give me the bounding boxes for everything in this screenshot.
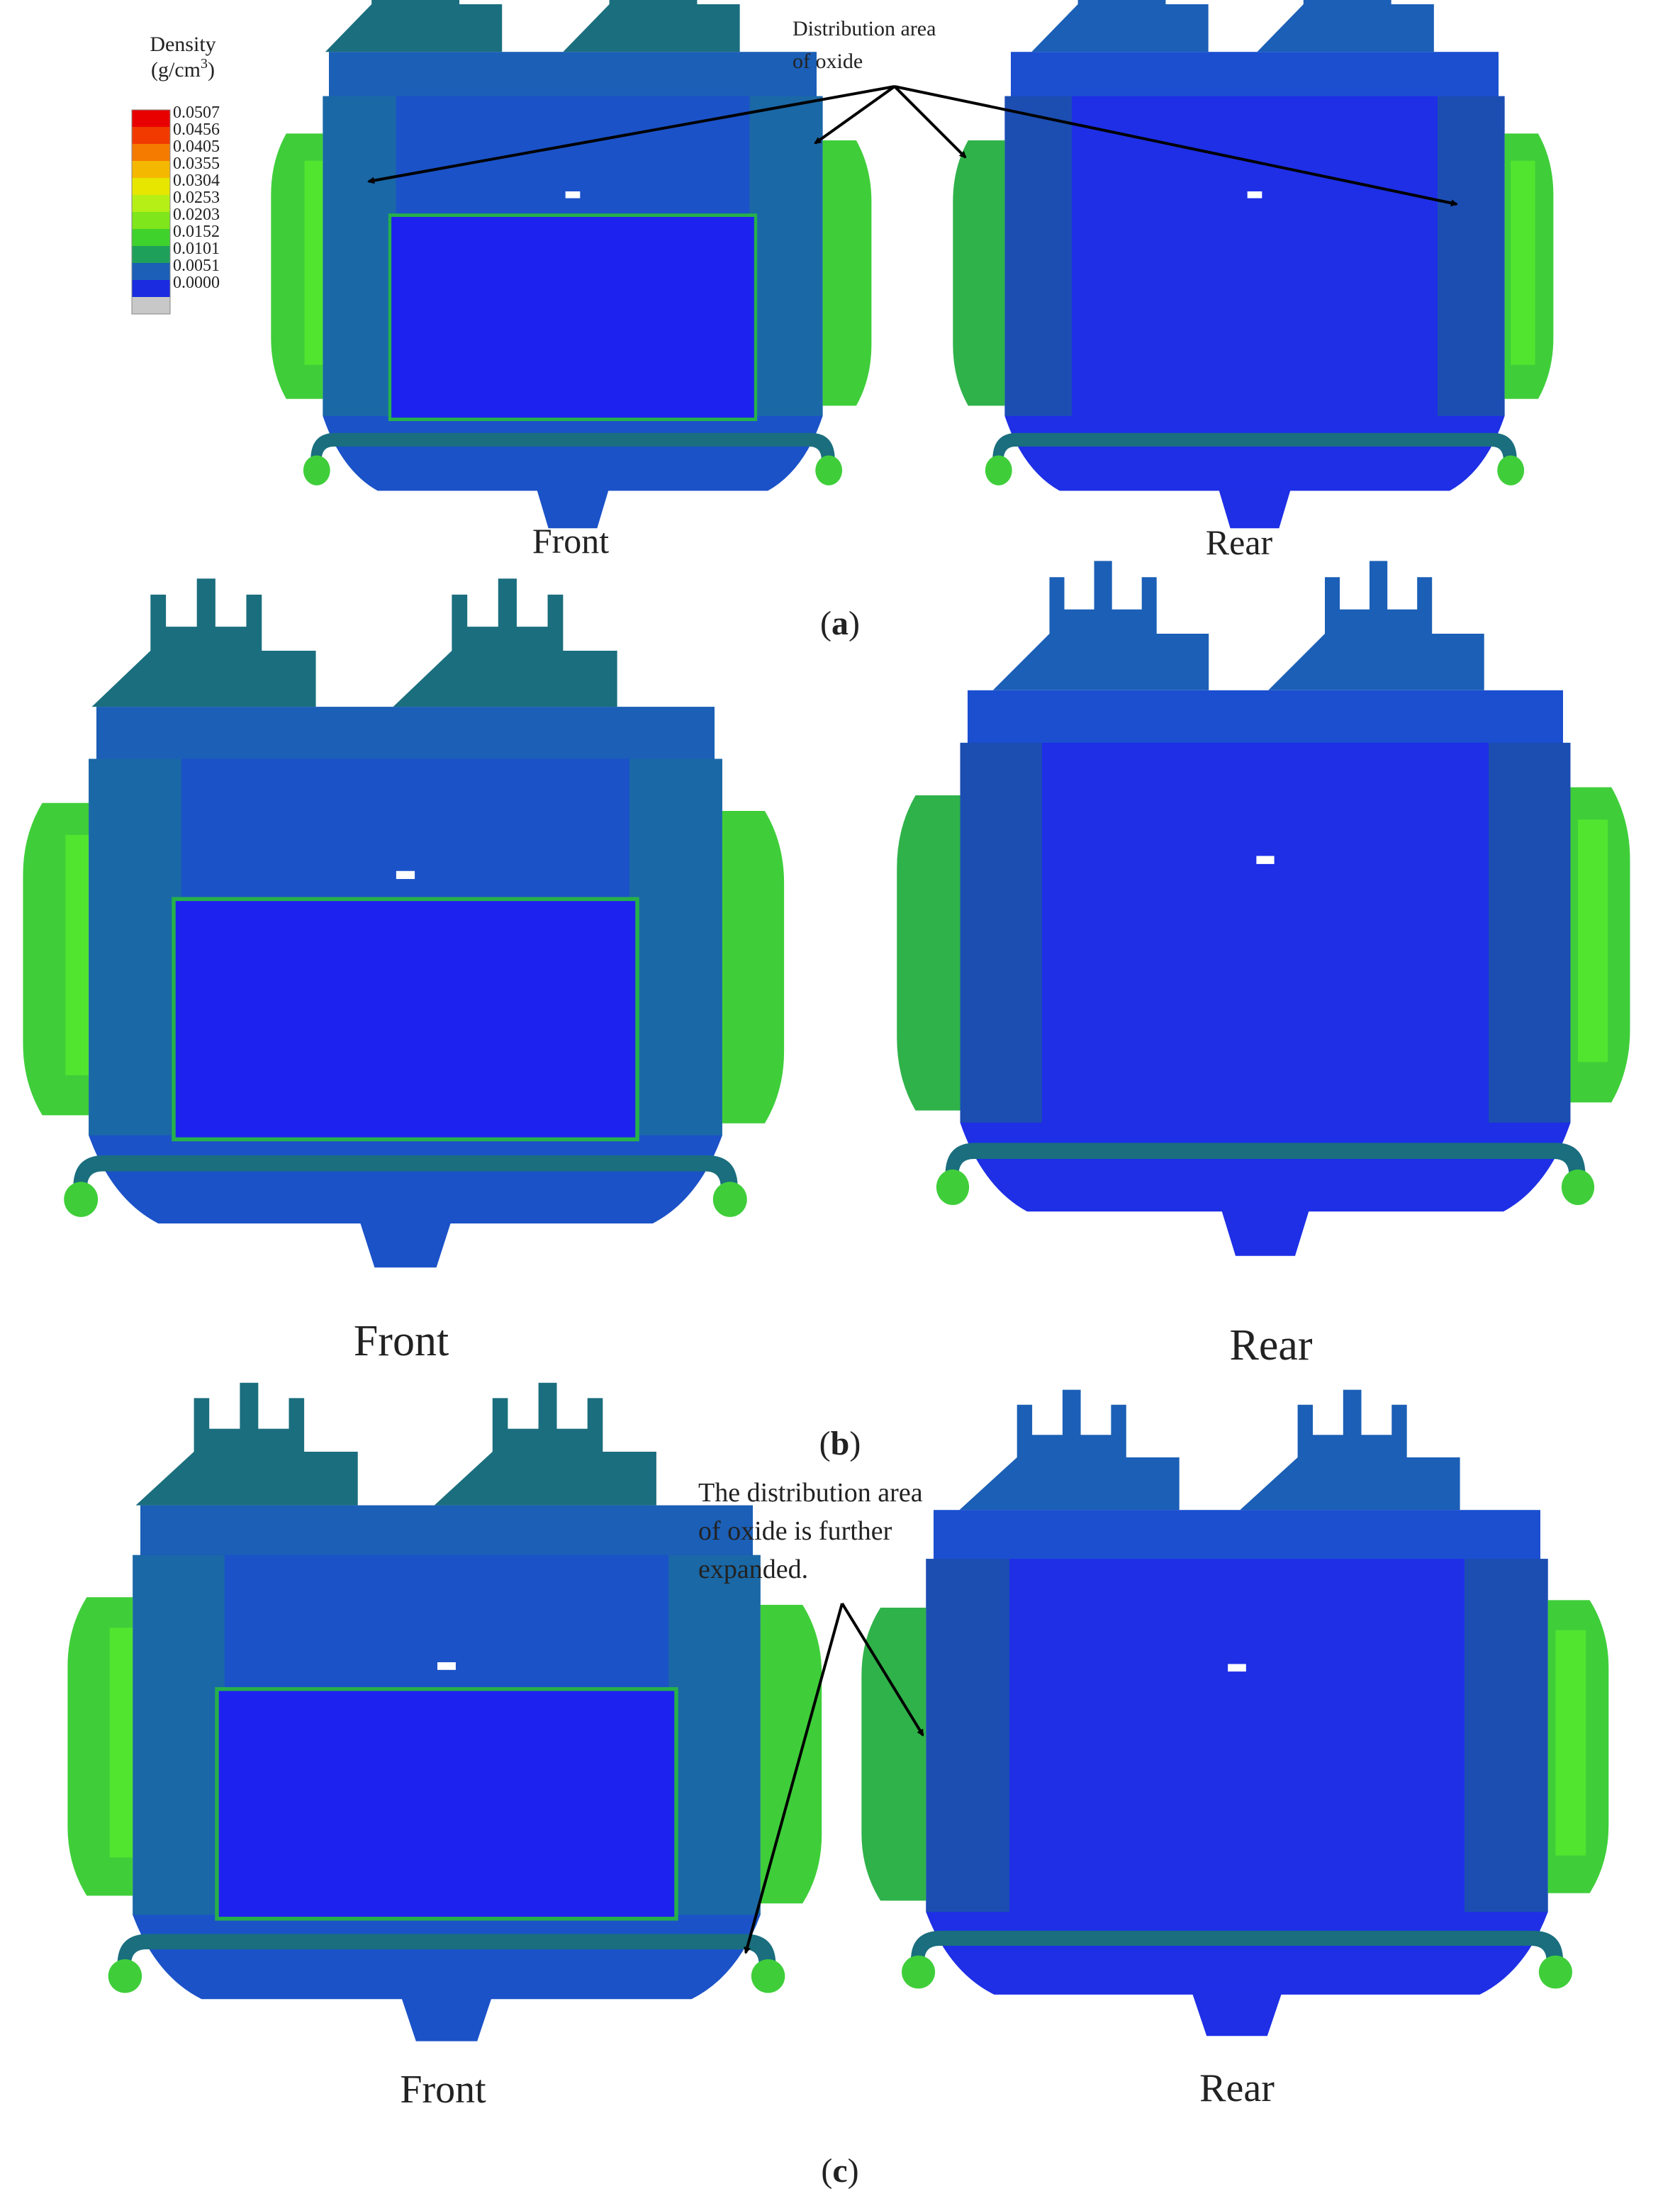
- legend-swatch: [132, 161, 170, 178]
- panel-a-rear-label: Rear: [1206, 522, 1273, 562]
- panel-c-rear-casting: [861, 1389, 1609, 2037]
- legend-tick-label: 0.0203: [173, 206, 220, 224]
- panel-b: Front Rear (b): [23, 561, 1630, 1462]
- legend-tick-label: 0.0456: [173, 121, 220, 139]
- legend-tick-label: 0.0000: [173, 274, 220, 292]
- panel-c-rear-label: Rear: [1199, 2066, 1275, 2110]
- legend-swatch: [132, 229, 170, 246]
- legend-tick-label: 0.0304: [173, 172, 220, 190]
- panel-c-annotation-line3: expanded.: [698, 1554, 808, 1584]
- arrow-line: [894, 85, 1458, 207]
- legend-swatch: [132, 212, 170, 229]
- legend-swatch: [132, 263, 170, 280]
- arrow-line: [814, 85, 896, 145]
- legend-swatch: [132, 144, 170, 161]
- panel-c-arrows: [744, 1602, 924, 1954]
- legend-tick-label: 0.0405: [173, 138, 220, 156]
- panel-b-front-casting: [23, 578, 784, 1267]
- panel-b-front-label: Front: [354, 1317, 449, 1365]
- legend-swatch: [132, 178, 170, 195]
- panel-a-caption: (a): [820, 605, 860, 642]
- panel-b-rear-casting: [897, 561, 1630, 1256]
- legend-tick-label: 0.0355: [173, 155, 220, 173]
- panel-c-annotation-line1: The distribution area: [698, 1478, 923, 1508]
- legend-swatch: [132, 297, 170, 314]
- legend-tick-label: 0.0253: [173, 189, 220, 207]
- legend-tick-label: 0.0051: [173, 257, 220, 275]
- panel-a-annotation-line2: of oxide: [793, 50, 863, 73]
- panel-b-caption: (b): [819, 1425, 861, 1462]
- panel-c-front-label: Front: [400, 2068, 486, 2112]
- legend-swatch: [132, 246, 170, 263]
- panel-c: Front Rear The distribution area of oxid…: [67, 1383, 1609, 2190]
- legend-swatch: [132, 195, 170, 212]
- legend-colorbar: [131, 109, 171, 315]
- legend-swatch: [132, 280, 170, 297]
- arrow-line: [893, 85, 967, 159]
- legend-tick-label: 0.0507: [173, 103, 220, 122]
- legend-tick-label: 0.0152: [173, 223, 220, 241]
- legend-tick-labels: 0.05070.04560.04050.03550.03040.02530.02…: [173, 103, 220, 292]
- panel-a-arrows: [367, 85, 1458, 207]
- arrow-line: [744, 1603, 844, 1954]
- panel-b-rear-label: Rear: [1229, 1321, 1312, 1369]
- panel-a-rear-casting: [953, 0, 1554, 529]
- legend-frame: [131, 109, 171, 315]
- legend-title: Density: [150, 33, 215, 56]
- panel-a: Front Rear Distribution area of oxide (a…: [271, 0, 1554, 642]
- legend-unit: (g/cm3): [151, 56, 215, 82]
- legend-swatch: [132, 110, 170, 127]
- arrow-line: [841, 1602, 924, 1737]
- legend-tick-label: 0.0101: [173, 240, 220, 258]
- panel-a-annotation-line1: Distribution area: [793, 17, 936, 40]
- panel-c-annotation-line2: of oxide is further: [698, 1516, 892, 1546]
- density-legend: Density (g/cm3) 0.05070.04560.04050.0355…: [131, 33, 220, 315]
- legend-swatch: [132, 127, 170, 144]
- panel-a-front-casting: [271, 0, 871, 528]
- panel-a-front-label: Front: [532, 521, 609, 561]
- arrow-line: [367, 85, 895, 184]
- panel-c-caption: (c): [821, 2152, 858, 2190]
